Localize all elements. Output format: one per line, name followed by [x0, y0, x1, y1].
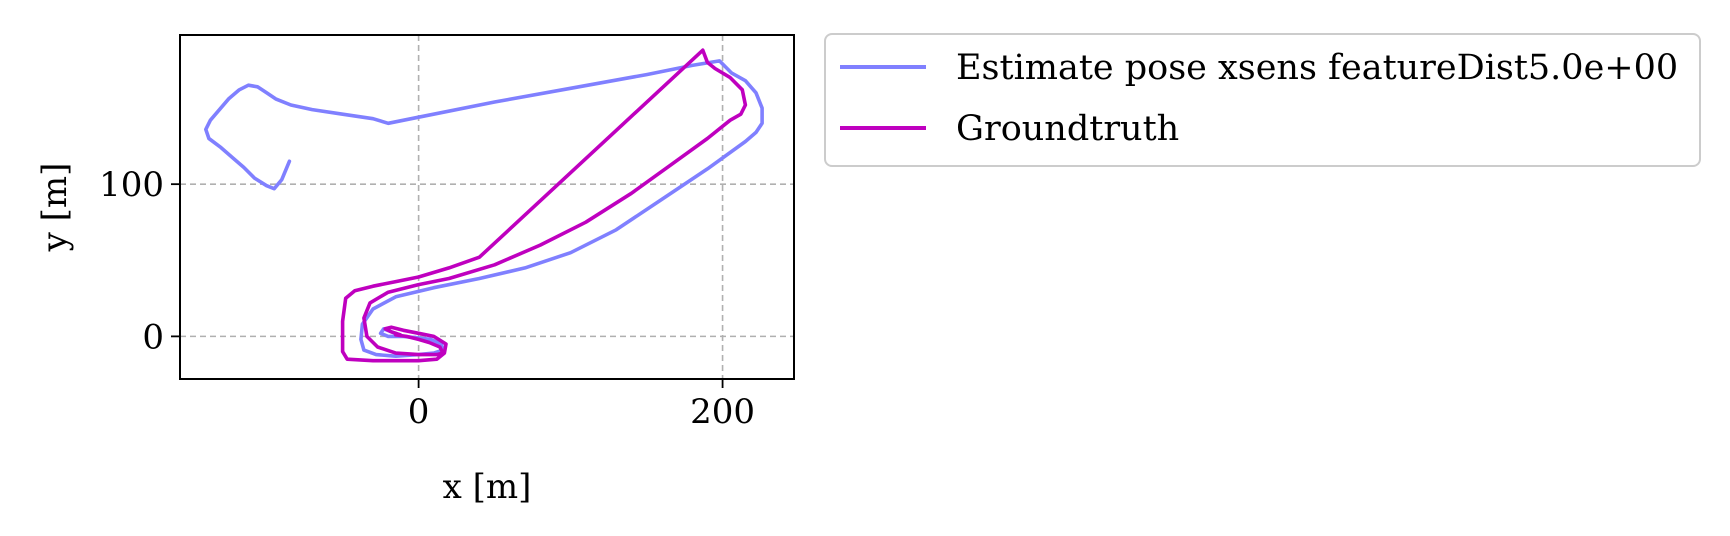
legend-box: [824, 33, 1701, 167]
y-axis-label: y [m]: [35, 163, 75, 253]
plot-frame: [179, 34, 795, 380]
x-tick-label: 200: [690, 392, 755, 432]
y-tick-label: 100: [99, 165, 164, 205]
y-tick-label: 0: [142, 317, 164, 357]
series-layer: [204, 48, 764, 363]
legend-label-groundtruth: Groundtruth: [956, 109, 1179, 149]
legend-label-estimate: Estimate pose xsens featureDist5.0e+00: [956, 48, 1678, 88]
legend: Estimate pose xsens featureDist5.0e+00 G…: [824, 33, 1701, 167]
series-line-groundtruth: [340, 48, 748, 363]
grid-lines: [180, 35, 794, 379]
series-line-estimate: [204, 59, 764, 359]
x-axis-label: x [m]: [443, 467, 532, 507]
x-tick-label: 0: [408, 392, 430, 432]
axis-ticks: 0 200 0 100: [99, 165, 755, 432]
